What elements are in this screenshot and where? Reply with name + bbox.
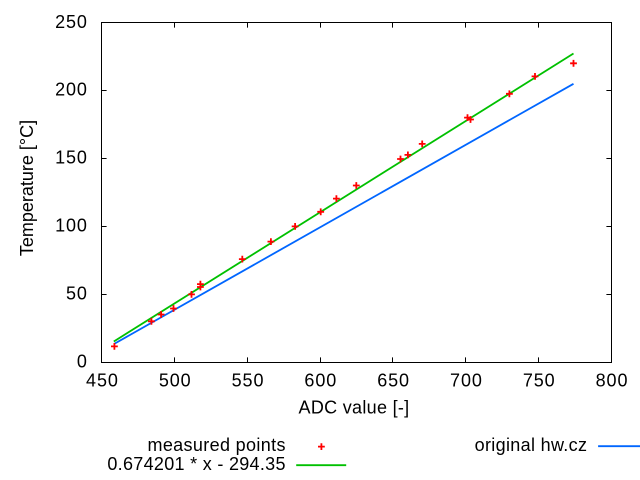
svg-text:ADC value [-]: ADC value [-] [299, 398, 410, 418]
svg-text:650: 650 [377, 371, 410, 391]
svg-text:500: 500 [159, 371, 192, 391]
svg-text:750: 750 [523, 371, 556, 391]
svg-text:original hw.cz: original hw.cz [475, 435, 588, 455]
svg-text:measured points: measured points [147, 435, 285, 455]
svg-text:50: 50 [66, 284, 88, 304]
svg-text:450: 450 [86, 371, 119, 391]
svg-text:0: 0 [77, 352, 88, 372]
svg-text:150: 150 [55, 148, 88, 168]
svg-text:700: 700 [450, 371, 483, 391]
svg-text:550: 550 [232, 371, 265, 391]
svg-text:Temperature [°C]: Temperature [°C] [17, 120, 37, 256]
svg-text:250: 250 [55, 12, 88, 32]
svg-text:100: 100 [55, 216, 88, 236]
svg-text:200: 200 [55, 80, 88, 100]
svg-text:800: 800 [596, 371, 629, 391]
svg-text:0.674201 * x - 294.35: 0.674201 * x - 294.35 [107, 454, 285, 474]
svg-text:600: 600 [304, 371, 337, 391]
